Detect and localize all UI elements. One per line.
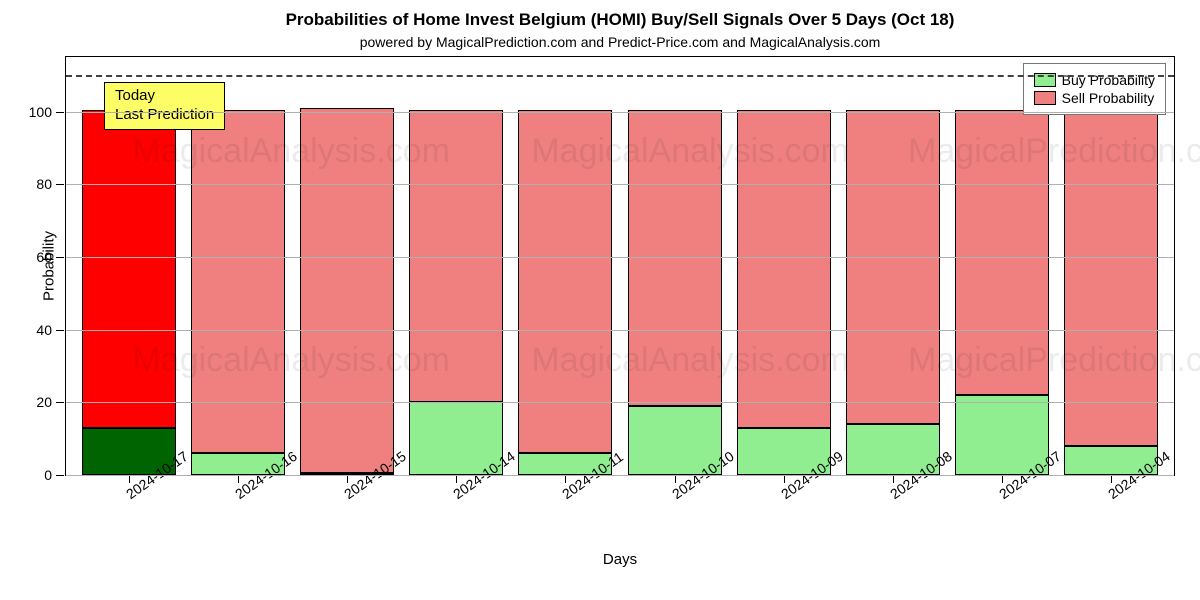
legend-row: Buy Probability	[1034, 72, 1155, 88]
legend-swatch	[1034, 73, 1056, 87]
y-tick	[56, 475, 64, 476]
x-tick	[565, 475, 566, 483]
bar-segment-sell	[955, 110, 1049, 395]
callout-line-2: Last Prediction	[115, 106, 214, 125]
bar-stack	[191, 110, 285, 475]
gridline	[66, 475, 1174, 476]
plot-area: Probability 2024-10-172024-10-162024-10-…	[65, 56, 1175, 476]
x-tick	[675, 475, 676, 483]
legend-label: Sell Probability	[1062, 90, 1155, 106]
bar-stack	[955, 110, 1049, 475]
bar-segment-sell	[82, 110, 176, 428]
x-tick	[893, 475, 894, 483]
bar-stack	[1064, 110, 1158, 475]
chart-subtitle: powered by MagicalPrediction.com and Pre…	[65, 34, 1175, 50]
bar-slot: 2024-10-08	[838, 57, 947, 475]
y-tick-label: 20	[36, 394, 52, 410]
x-tick	[1111, 475, 1112, 483]
bar-slot: 2024-10-15	[292, 57, 401, 475]
y-tick-label: 40	[36, 322, 52, 338]
bar-slot: 2024-10-09	[729, 57, 838, 475]
x-tick	[347, 475, 348, 483]
bar-stack	[737, 110, 831, 475]
bar-stack	[518, 110, 612, 475]
x-tick	[1002, 475, 1003, 483]
bars-region: 2024-10-172024-10-162024-10-152024-10-14…	[66, 57, 1174, 475]
y-tick	[56, 402, 64, 403]
y-tick	[56, 184, 64, 185]
bar-segment-sell	[518, 110, 612, 453]
y-tick-label: 0	[44, 467, 52, 483]
bar-segment-sell	[737, 110, 831, 428]
chart-container: Probabilities of Home Invest Belgium (HO…	[0, 0, 1200, 600]
x-tick	[129, 475, 130, 483]
bar-stack	[300, 108, 394, 475]
bar-slot: 2024-10-04	[1057, 57, 1166, 475]
today-callout: Today Last Prediction	[104, 82, 225, 130]
bar-segment-sell	[1064, 110, 1158, 446]
bar-slot: 2024-10-07	[948, 57, 1057, 475]
y-axis-label: Probability	[41, 231, 58, 301]
x-tick	[238, 475, 239, 483]
bar-slot: 2024-10-11	[511, 57, 620, 475]
legend-row: Sell Probability	[1034, 90, 1155, 106]
bar-stack	[628, 110, 722, 475]
x-tick	[456, 475, 457, 483]
legend-label: Buy Probability	[1062, 72, 1155, 88]
bar-slot: 2024-10-10	[620, 57, 729, 475]
x-axis-label: Days	[65, 551, 1175, 568]
y-tick-label: 100	[29, 104, 52, 120]
legend: Buy Probability Sell Probability	[1023, 63, 1166, 115]
x-tick	[784, 475, 785, 483]
bar-stack	[82, 110, 176, 475]
callout-line-1: Today	[115, 87, 214, 106]
bar-segment-sell	[300, 108, 394, 473]
bar-segment-sell	[846, 110, 940, 424]
bar-segment-sell	[409, 110, 503, 402]
bar-stack	[846, 110, 940, 475]
bar-segment-sell	[191, 110, 285, 453]
legend-swatch	[1034, 91, 1056, 105]
y-tick	[56, 257, 64, 258]
y-tick-label: 80	[36, 176, 52, 192]
y-tick	[56, 112, 64, 113]
y-tick-label: 60	[36, 249, 52, 265]
y-tick	[56, 330, 64, 331]
bar-stack	[409, 110, 503, 475]
chart-title: Probabilities of Home Invest Belgium (HO…	[65, 10, 1175, 30]
bar-slot: 2024-10-14	[402, 57, 511, 475]
bar-segment-sell	[628, 110, 722, 406]
